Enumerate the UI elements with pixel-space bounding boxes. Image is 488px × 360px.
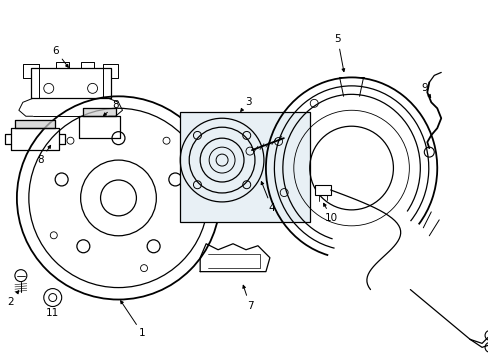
Text: 7: 7: [246, 301, 253, 311]
Text: 5: 5: [334, 33, 340, 44]
Text: 8: 8: [38, 155, 44, 165]
Text: 9: 9: [420, 84, 427, 93]
Bar: [180, 112, 309, 222]
Bar: [314, 185, 330, 195]
Text: 10: 10: [325, 213, 338, 223]
Text: 2: 2: [8, 297, 14, 306]
Text: 6: 6: [52, 45, 59, 55]
Text: 11: 11: [46, 309, 59, 319]
Text: 4: 4: [268, 203, 275, 213]
Text: 8: 8: [112, 100, 119, 110]
Text: 1: 1: [139, 328, 145, 338]
Text: 3: 3: [244, 97, 251, 107]
